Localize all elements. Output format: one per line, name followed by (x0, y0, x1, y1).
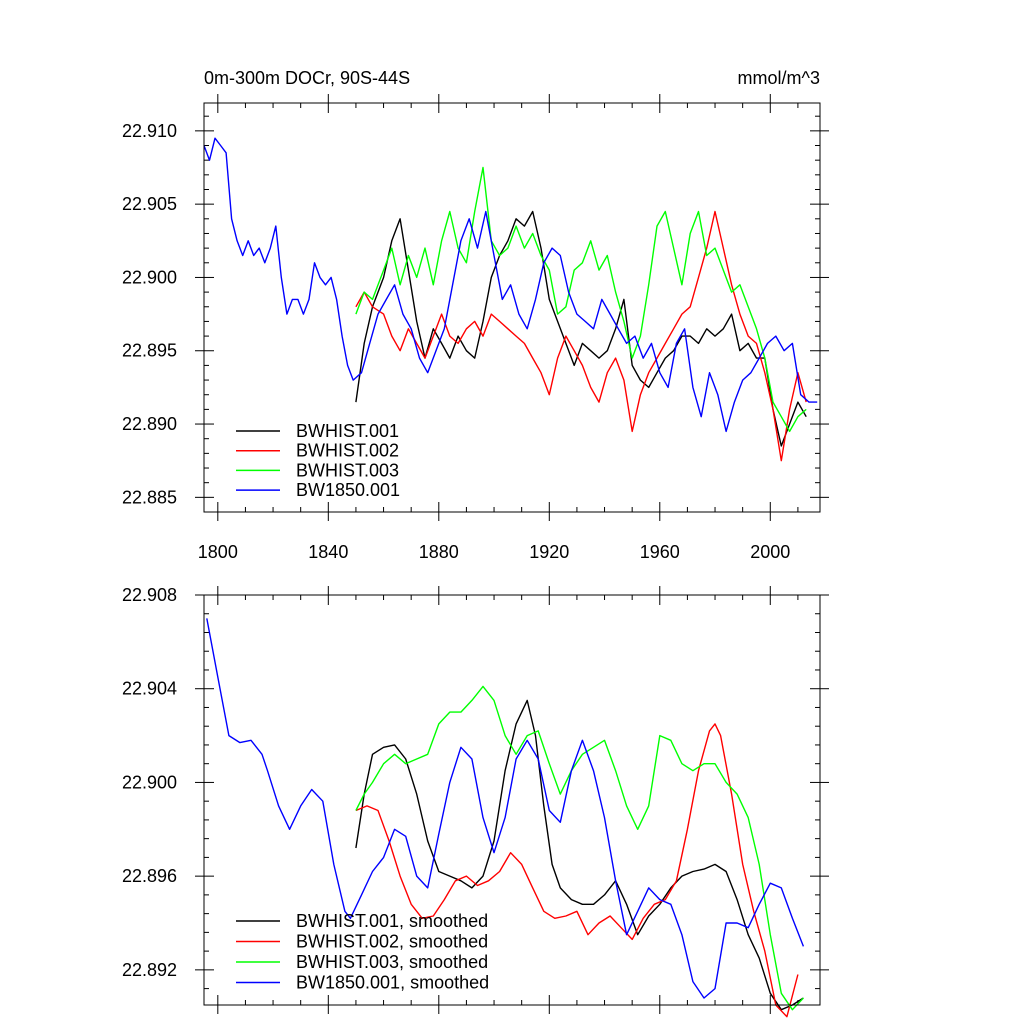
top-chart-title-left: 0m-300m DOCr, 90S-44S (204, 68, 410, 88)
bottom-series-line (355, 699, 804, 1011)
bottom-legend-label: BWHIST.001, smoothed (296, 911, 488, 931)
top-y-tick-label: 22.885 (122, 487, 177, 507)
top-chart-frame (203, 102, 821, 513)
bottom-y-tick-label: 22.904 (122, 679, 177, 699)
bottom-chart-frame (203, 594, 821, 1006)
top-chart-series (203, 137, 818, 462)
bottom-legend-label: BWHIST.002, smoothed (296, 932, 488, 952)
top-chart: 0m-300m DOCr, 90S-44S mmol/m^3 1800 1840 1… (122, 68, 829, 562)
bottom-chart-ticks (195, 586, 829, 1014)
top-y-tick-label: 22.895 (122, 341, 177, 361)
top-legend-label: BW1850.001 (296, 480, 400, 500)
bottom-series-line (355, 723, 799, 1018)
top-series-line (355, 210, 807, 462)
top-legend-label: BWHIST.003 (296, 460, 399, 480)
bottom-series-line (206, 618, 805, 999)
bottom-chart-series (206, 618, 805, 1018)
top-x-tick-label: 2000 (750, 542, 790, 562)
bottom-chart: 22.892 22.896 22.900 22.904 22.908 BWHIST.00… (122, 585, 829, 1018)
top-x-tick-label: 1920 (529, 542, 569, 562)
top-x-tick-label: 1880 (419, 542, 459, 562)
top-chart-tick-labels: 1800 1840 1880 1920 1960 2000 22.885 22.890 22.8… (122, 121, 790, 562)
bottom-y-tick-label: 22.896 (122, 866, 177, 886)
top-y-tick-label: 22.910 (122, 121, 177, 141)
top-legend-label: BWHIST.001 (296, 421, 399, 441)
bottom-y-tick-label: 22.900 (122, 772, 177, 792)
top-series-line (355, 210, 807, 447)
top-x-tick-label: 1960 (640, 542, 680, 562)
top-x-tick-label: 1840 (308, 542, 348, 562)
bottom-legend-label: BW1850.001, smoothed (296, 973, 489, 993)
top-y-tick-label: 22.890 (122, 414, 177, 434)
bottom-chart-tick-labels: 22.892 22.896 22.900 22.904 22.908 (122, 585, 177, 980)
top-chart-ticks (195, 94, 829, 521)
top-x-tick-label: 1800 (198, 542, 238, 562)
bottom-y-tick-label: 22.892 (122, 960, 177, 980)
top-series-line (203, 137, 818, 433)
top-chart-title-right: mmol/m^3 (738, 68, 820, 88)
top-legend-label: BWHIST.002 (296, 441, 399, 461)
bottom-y-tick-label: 22.908 (122, 585, 177, 605)
bottom-legend-label: BWHIST.003, smoothed (296, 952, 488, 972)
top-y-tick-label: 22.905 (122, 194, 177, 214)
top-series-line (355, 166, 807, 433)
bottom-series-line (355, 685, 804, 1011)
top-y-tick-label: 22.900 (122, 267, 177, 287)
